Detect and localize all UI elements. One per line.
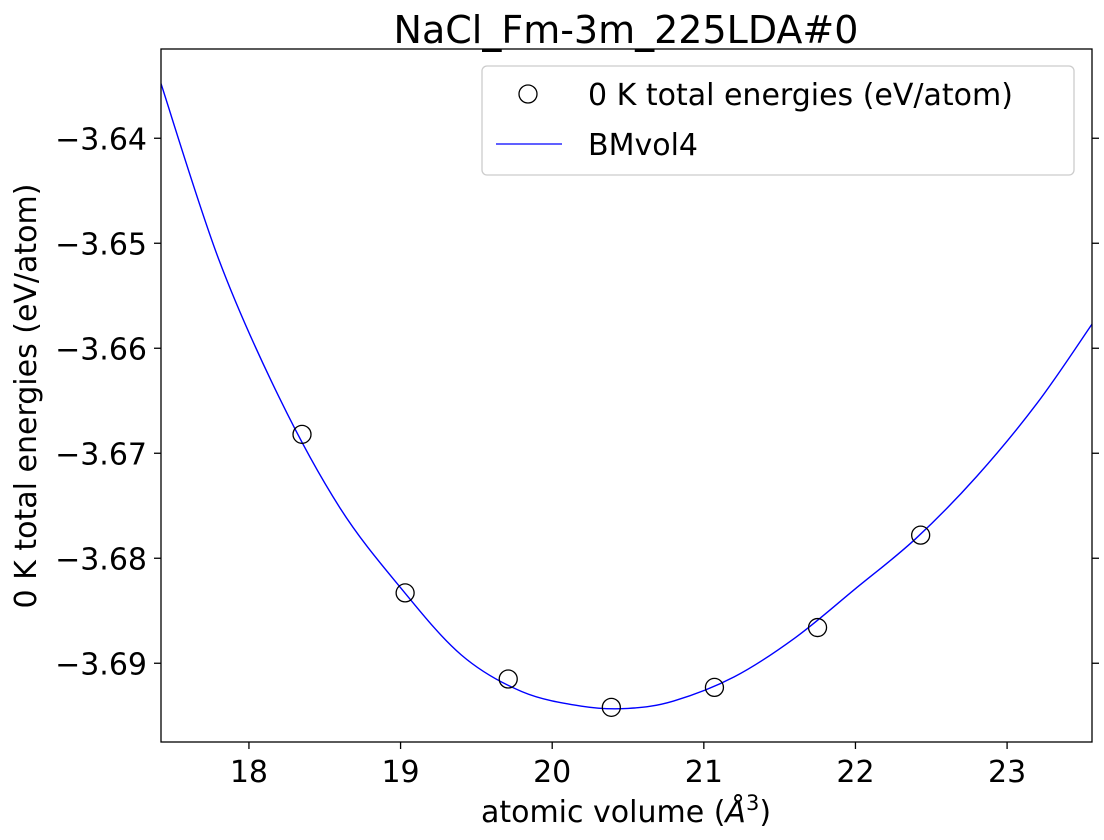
chart-title: NaCl_Fm-3m_225LDA#0	[394, 8, 859, 52]
legend: 0 K total energies (eV/atom) BMvol4	[481, 65, 1075, 176]
axis-ticks: 18 19 20 21 22 23 −3.64 −3.65 −3.66 −3.67 −3.68 −3.…	[55, 122, 1099, 790]
y-tick-label-5: −3.69	[55, 647, 147, 682]
legend-frame	[481, 65, 1075, 176]
y-axis-label: 0 K total energies (eV/atom)	[9, 184, 44, 609]
data-point-3	[601, 697, 621, 717]
data-point-2	[498, 669, 518, 689]
legend-label-points: 0 K total energies (eV/atom)	[588, 78, 1013, 113]
data-point-6	[911, 525, 931, 545]
data-point-0	[292, 424, 312, 445]
y-tick-label-0: −3.64	[55, 122, 147, 157]
data-point-1	[395, 583, 415, 603]
x-tick-label-0: 18	[230, 755, 268, 790]
x-tick-label-2: 20	[533, 755, 571, 790]
x-tick-label-1: 19	[381, 755, 419, 790]
plot-frame	[160, 48, 1093, 743]
legend-marker-points	[518, 84, 538, 104]
data-point-4	[704, 677, 725, 698]
x-tick-label-3: 21	[685, 755, 723, 790]
markers-layer	[292, 424, 931, 717]
x-tick-label-5: 23	[988, 755, 1026, 790]
y-tick-label-2: −3.66	[55, 332, 147, 367]
legend-label-line: BMvol4	[588, 128, 698, 163]
x-axis-label: atomic volume (Å3)	[481, 791, 771, 830]
x-tick-label-4: 22	[836, 755, 874, 790]
y-tick-label-4: −3.68	[55, 542, 147, 577]
series-layer	[161, 83, 1092, 710]
series-line-bmvol4	[161, 83, 1092, 710]
y-tick-label-3: −3.67	[55, 437, 147, 472]
y-tick-label-1: −3.65	[55, 227, 147, 262]
data-point-5	[807, 617, 828, 638]
